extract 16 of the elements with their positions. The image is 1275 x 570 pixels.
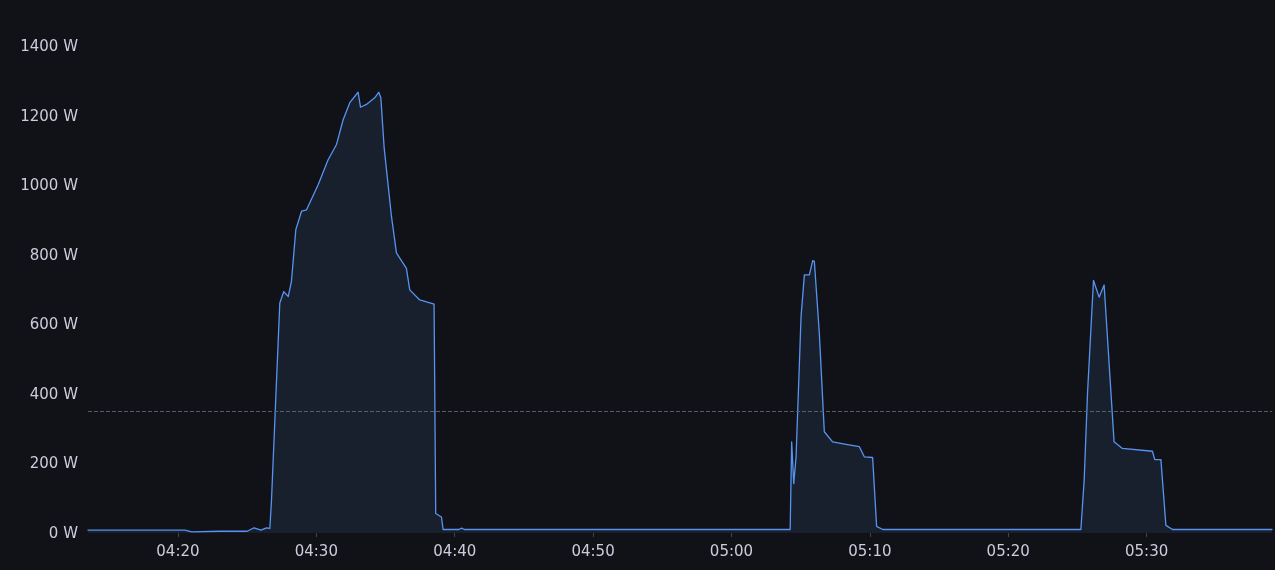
x-tick-label: 05:20	[986, 541, 1030, 560]
x-tick-label: 04:40	[433, 541, 477, 560]
x-tick-label: 04:30	[294, 541, 338, 560]
y-tick-label: 1000 W	[20, 176, 79, 195]
y-tick-label: 200 W	[29, 454, 79, 473]
x-tick-label: 05:30	[1125, 541, 1169, 560]
y-tick-label: 600 W	[29, 315, 79, 334]
y-tick-label: 0 W	[48, 524, 79, 542]
y-tick-label: 800 W	[29, 245, 79, 264]
x-tick-label: 05:00	[709, 541, 754, 560]
y-tick-label: 1400 W	[20, 37, 79, 55]
y-tick-label: 1200 W	[20, 106, 79, 125]
x-tick-label: 05:10	[848, 541, 892, 560]
y-tick-label: 400 W	[29, 384, 79, 403]
x-tick-label: 04:50	[571, 541, 615, 560]
x-tick-label: 04:20	[156, 541, 200, 560]
